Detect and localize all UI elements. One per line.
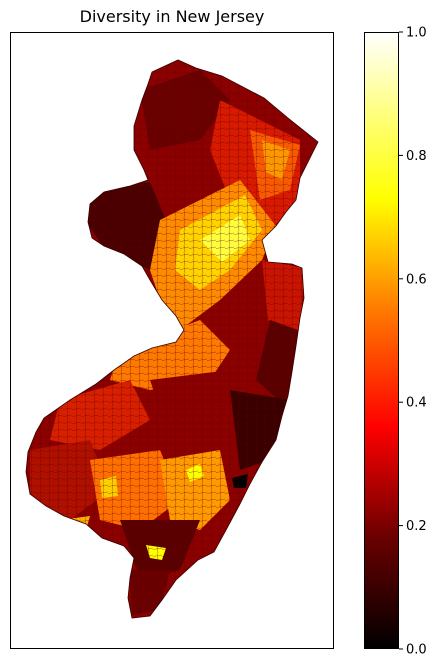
colorbar-tick-label: 0.0	[406, 643, 427, 658]
colorbar-tick-label: 0.4	[406, 396, 427, 411]
nj-choropleth	[26, 60, 318, 618]
colorbar-gradient	[364, 32, 399, 649]
colorbar-tick-label: 0.2	[406, 519, 427, 534]
colorbar: 0.0 0.2 0.4 0.6 0.8 1.0	[364, 26, 427, 658]
colorbar-tick-label: 0.6	[406, 272, 427, 287]
colorbar-ticks: 0.0 0.2 0.4 0.6 0.8 1.0	[399, 26, 427, 658]
colorbar-tick-label: 0.8	[406, 149, 427, 164]
colorbar-frame	[364, 32, 399, 649]
colorbar-tick-label: 1.0	[406, 26, 427, 41]
map-axes-frame	[10, 32, 334, 649]
map-title: Diversity in New Jersey	[79, 7, 265, 26]
